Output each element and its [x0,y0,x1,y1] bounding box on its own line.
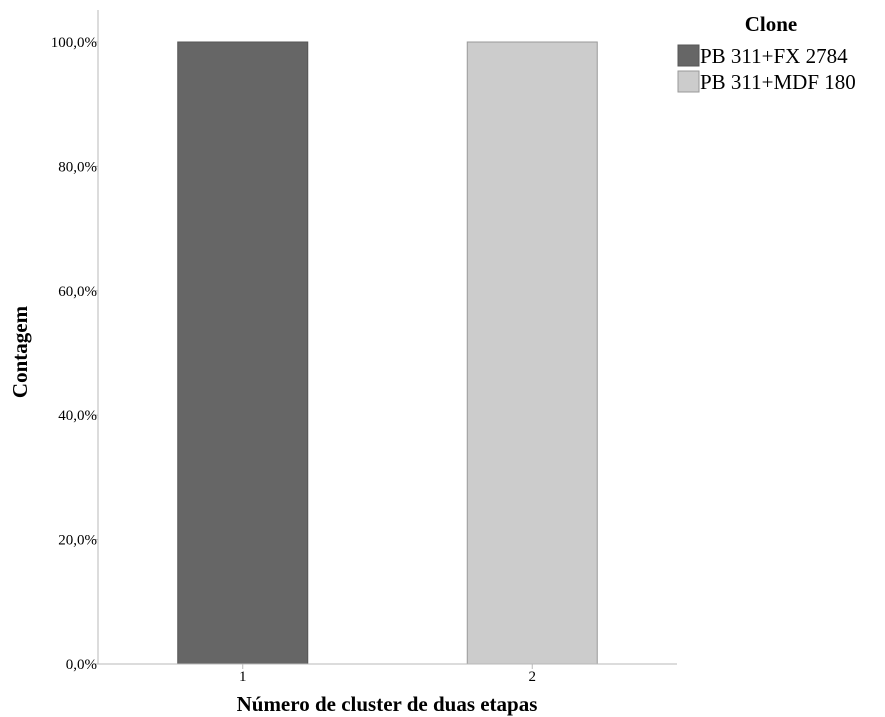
y-axis: 0,0% 20,0% 40,0% 60,0% 80,0% 100,0% [51,10,99,673]
x-axis-title: Número de cluster de duas etapas [237,692,538,716]
bars [177,41,598,665]
x-tick-label: 1 [239,669,247,685]
y-tick-label: 0,0% [66,657,97,673]
y-tick-label: 20,0% [58,533,97,549]
y-tick-label: 40,0% [58,408,97,424]
bar-2-cat-2 [466,41,598,665]
legend-title: Clone [745,12,798,36]
y-axis-title: Contagem [8,305,32,398]
y-tick-label: 100,0% [51,35,97,51]
x-tick-label: 2 [529,669,537,685]
legend: Clone PB 311+FX 2784 PB 311+MDF 180 [677,12,856,94]
bar-1-cat-1 [177,41,309,665]
legend-label-series-1: PB 311+FX 2784 [700,44,848,68]
y-tick-label: 80,0% [58,159,97,175]
legend-swatch-series-1 [677,44,700,67]
legend-swatch-series-2 [677,70,700,93]
y-tick-label: 60,0% [58,284,97,300]
legend-label-series-2: PB 311+MDF 180 [700,70,856,94]
